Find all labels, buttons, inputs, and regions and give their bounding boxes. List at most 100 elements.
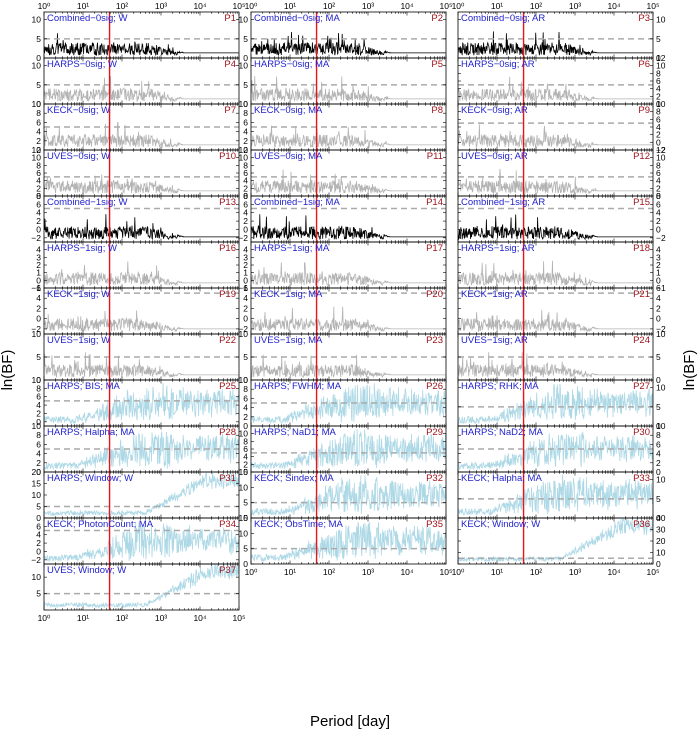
- y-tick-label-p13: −2: [31, 233, 41, 243]
- panel-title-p27: HARPS; RHK; MA: [461, 381, 539, 392]
- y-tick-label-p24: 5: [656, 352, 661, 362]
- x-tick-label-top: 10¹: [284, 1, 296, 11]
- panel-title-p9: KECK−0sig; AR: [461, 105, 528, 116]
- x-tick-label-bottom: 10¹: [491, 567, 503, 577]
- y-tick-label-p14: 2: [243, 216, 248, 226]
- y-tick-label-p26: 0: [243, 421, 248, 431]
- y-tick-label-p13: 0: [36, 224, 41, 234]
- y-tick-label-p19: 0: [36, 314, 41, 324]
- panel-id-p28: P28: [219, 427, 236, 438]
- y-tick-label-p15: 8: [656, 191, 661, 201]
- panel-title-p34: KECK; PhotonCount; MA: [47, 519, 154, 530]
- y-tick-label-p23: 0: [243, 375, 248, 385]
- y-tick-label-p22: 10: [32, 329, 42, 339]
- panel-title-p6: HARPS−0sig; AR: [461, 59, 535, 70]
- panel-title-p17: HARPS−1sig; MA: [254, 243, 330, 254]
- series-line-p15: [458, 214, 653, 241]
- y-tick-label-p21: 4: [656, 293, 661, 303]
- y-tick-label-p13: 8: [36, 191, 41, 201]
- series-line-p24: [458, 352, 653, 378]
- y-tick-label-p19: 2: [36, 303, 41, 313]
- x-tick-label-bottom: 10⁵: [647, 567, 660, 577]
- x-tick-label-top: 10⁵: [440, 1, 453, 11]
- panel-id-p34: P34: [219, 519, 236, 530]
- panel-id-p4: P4: [224, 59, 236, 70]
- y-tick-label-p17: 1: [243, 268, 248, 278]
- top-x-tick-labels: 10⁰ 10¹ 10² 10³ 10⁴ 10⁵ 10⁰ 10¹ 10² 10³ 10⁴ 10⁵ 10⁰ 1…: [38, 1, 660, 11]
- x-tick-label-top: 10¹: [77, 1, 89, 11]
- series-line-p33: [458, 474, 653, 516]
- y-tick-label-p9: 2: [656, 130, 661, 140]
- panel-title-p23: UVES−1sig; MA: [254, 335, 323, 346]
- series-line-p3: [458, 31, 653, 57]
- panel-title-p15: Combined−1sig; AR: [461, 197, 545, 208]
- series-line-p5: [251, 76, 446, 102]
- y-tick-label-p15: 4: [656, 208, 661, 218]
- series-line-p10: [44, 174, 239, 195]
- panel-id-p25: P25: [219, 381, 236, 392]
- series-line-p37: [44, 564, 239, 609]
- panel-id-p37: P37: [219, 565, 236, 576]
- panel-p2: 0 5 10 Combined−0sig; MA P2: [239, 11, 447, 63]
- series-line-p35: [251, 521, 446, 563]
- y-tick-label-p29: 10: [239, 429, 249, 439]
- x-tick-label-top: 10⁴: [193, 1, 206, 11]
- y-tick-label-p28: 8: [36, 430, 41, 440]
- y-tick-label-p11: 12: [239, 145, 249, 155]
- panel-title-p14: Combined−1sig; MA: [254, 197, 340, 208]
- series-line-p1: [44, 33, 239, 57]
- panel-id-p5: P5: [431, 59, 443, 70]
- y-tick-label-p35: 15: [239, 513, 249, 523]
- series-line-p12: [458, 168, 653, 195]
- y-tick-label-p35: 5: [243, 544, 248, 554]
- panel-p37: 5 10 UVES; Window; W P37: [32, 563, 240, 611]
- x-tick-label-top: 10²: [116, 1, 128, 11]
- panel-id-p2: P2: [431, 13, 443, 24]
- panel-title-p10: UVES−0sig; W: [47, 151, 110, 162]
- y-tick-label-p25: 6: [36, 392, 41, 402]
- y-tick-label-p14: 6: [243, 199, 248, 209]
- panel-p3: 0 5 10 Combined−0sig; AR P3: [457, 11, 666, 63]
- series-line-p17: [251, 262, 446, 287]
- panel-frame-p35: [250, 517, 447, 565]
- x-tick-label-top: 10⁰: [452, 1, 465, 11]
- y-tick-label-p14: 4: [243, 208, 248, 218]
- y-tick-label-p11: 10: [239, 153, 249, 163]
- y-tick-label-p14: 0: [243, 224, 248, 234]
- y-tick-label-p2: 0: [243, 53, 248, 63]
- panel-title-p3: Combined−0sig; AR: [461, 13, 545, 24]
- panel-id-p26: P26: [426, 381, 443, 392]
- x-tick-label-top: 10⁴: [607, 1, 620, 11]
- y-tick-label-p9: 4: [656, 122, 661, 132]
- y-tick-label-p25: 2: [36, 408, 41, 418]
- y-tick-label-p30: 0: [656, 467, 661, 477]
- y-tick-label-p21: 2: [656, 303, 661, 313]
- y-tick-label-p1: 5: [36, 34, 41, 44]
- panel-title-p32: KECK; Sindex; MA: [254, 473, 334, 484]
- y-tick-label-p24: 10: [656, 329, 666, 339]
- x-tick-label-top: 10²: [530, 1, 542, 11]
- panel-id-p11: P11: [427, 151, 443, 162]
- panel-id-p22: P22: [219, 335, 236, 346]
- y-tick-label-p26: 10: [239, 375, 249, 385]
- y-tick-label-p29: 6: [243, 444, 248, 454]
- x-tick-label-bottom: 10³: [155, 613, 167, 623]
- x-tick-label-top: 10³: [155, 1, 167, 11]
- y-tick-label-p25: 0: [36, 417, 41, 427]
- y-tick-label-p15: 6: [656, 199, 661, 209]
- y-tick-label-p20: 4: [243, 293, 248, 303]
- y-tick-label-p31: 5: [36, 502, 41, 512]
- y-tick-label-p4: 10: [32, 61, 42, 71]
- y-tick-label-p12: 0: [656, 191, 661, 201]
- y-tick-label-p10: 12: [32, 145, 42, 155]
- y-tick-label-p12: 2: [656, 183, 661, 193]
- series-line-p20: [251, 306, 446, 333]
